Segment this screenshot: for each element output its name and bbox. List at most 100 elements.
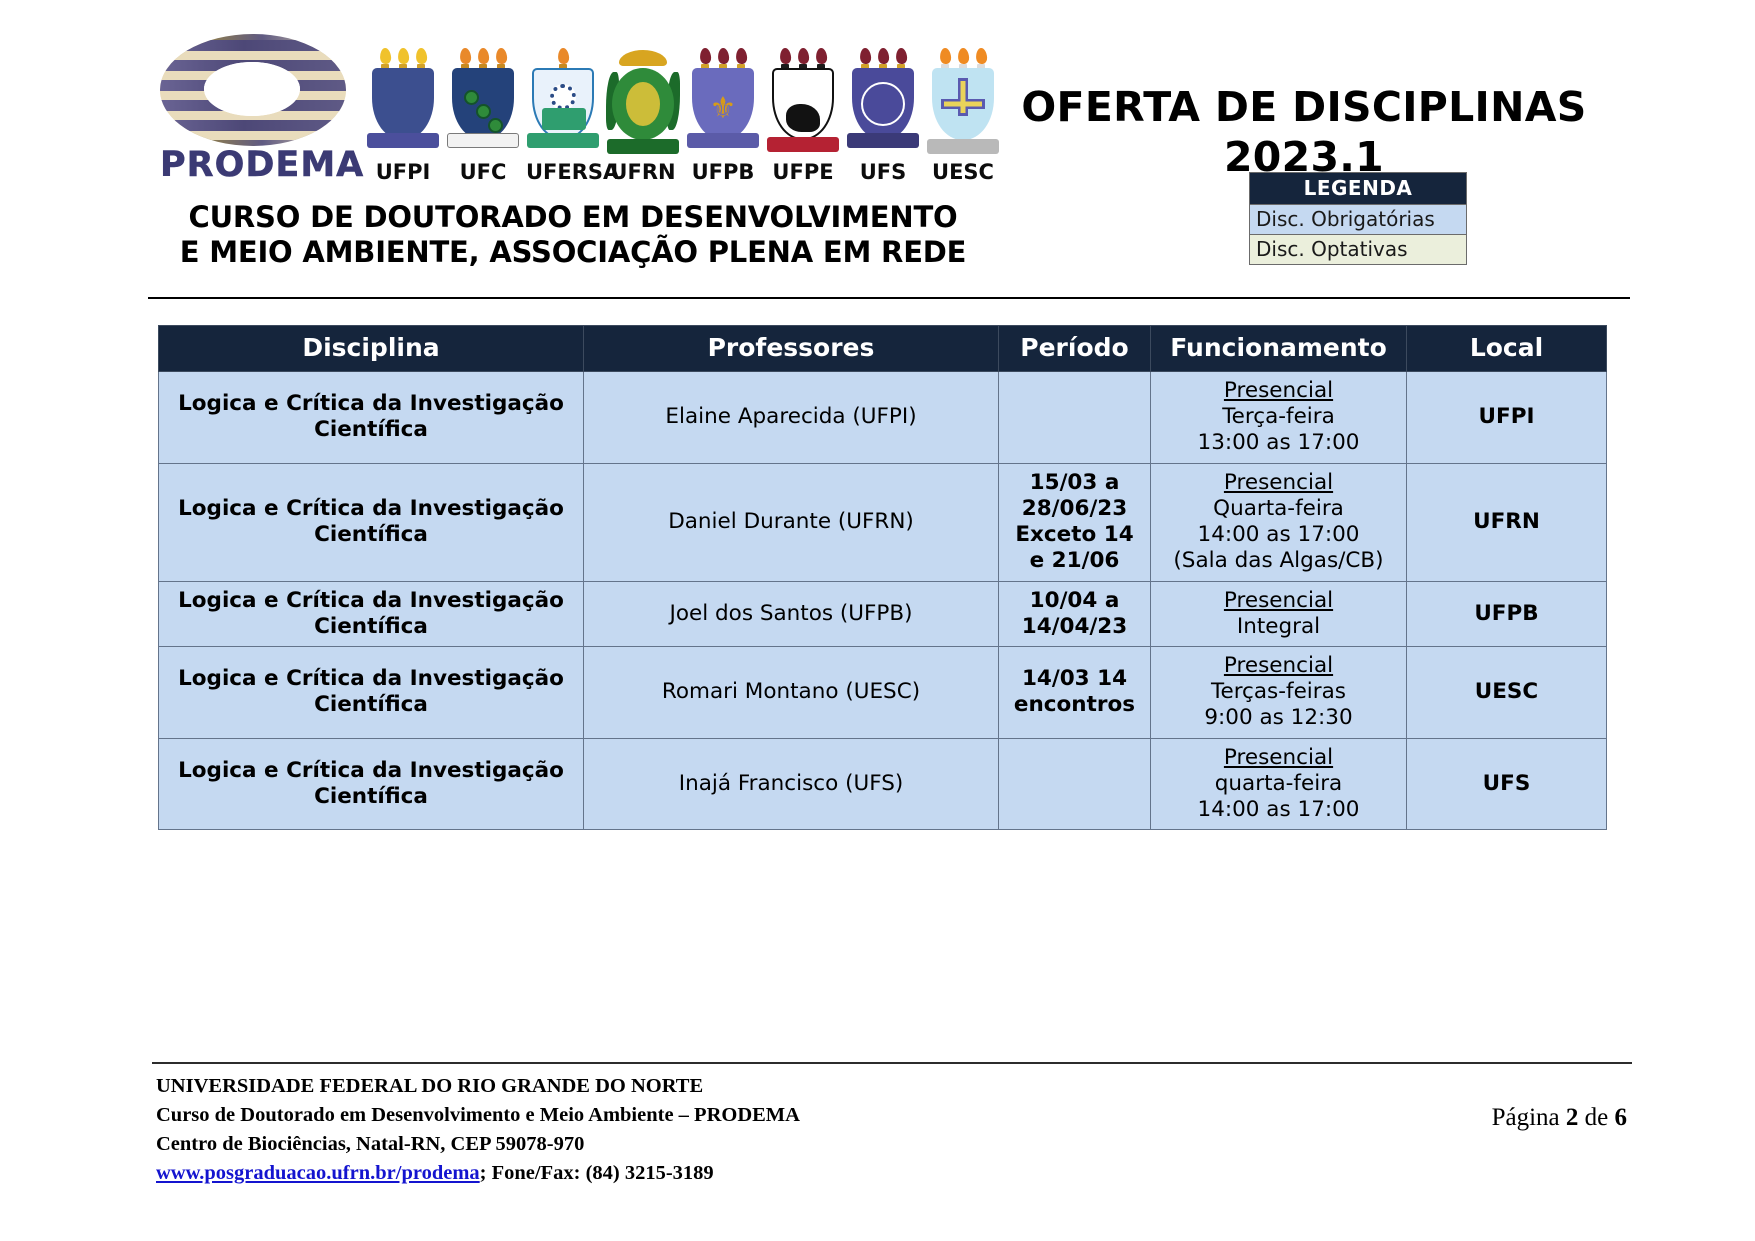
crest-ufs: UFS [846, 46, 920, 183]
cell-periodo [998, 371, 1151, 464]
legend-item-optativas: Disc. Optativas [1250, 234, 1466, 264]
course-subtitle: CURSO DE DOUTORADO EM DESENVOLVIMENTO E … [148, 200, 998, 271]
funcionamento-line: Terças-feiras [1210, 679, 1346, 705]
crest-label: UFPB [691, 160, 755, 184]
cell-local: UFPB [1406, 580, 1607, 647]
footer-divider [152, 1062, 1632, 1064]
funcionamento-mode: Presencial [1223, 378, 1334, 403]
footer-program: Curso de Doutorado em Desenvolvimento e … [156, 1104, 800, 1127]
table-header-row: Disciplina Professores Período Funcionam… [158, 325, 1607, 372]
cell-funcionamento: Presencial Terça-feira 13:00 as 17:00 [1150, 371, 1407, 464]
table-row: Logica e Crítica da Investigação Científ… [158, 462, 1607, 582]
cell-local: UFS [1406, 737, 1607, 831]
funcionamento-line: Quarta-feira [1213, 495, 1344, 521]
crest-ufpe: UFPE [766, 46, 840, 183]
table-row: Logica e Crítica da Investigação Científ… [158, 645, 1607, 739]
cell-disciplina: Logica e Crítica da Investigação Científ… [158, 645, 584, 739]
document-header: PRODEMA UFPI [148, 34, 1630, 269]
page-number: Página 2 de 6 [1492, 1104, 1627, 1132]
crest-ufc: UFC [446, 46, 520, 183]
crest-ufpb: ⚜ UFPB [686, 46, 760, 183]
cell-funcionamento: Presencial Terças-feiras 9:00 as 12:30 [1150, 645, 1407, 739]
cell-periodo: 10/04 a 14/04/23 [998, 580, 1151, 647]
ufpi-crest-icon [366, 46, 440, 164]
header-divider [148, 297, 1630, 299]
cell-periodo [998, 737, 1151, 831]
ufersa-crest-icon [526, 46, 600, 164]
cell-disciplina: Logica e Crítica da Investigação Científ… [158, 580, 584, 647]
funcionamento-line: Integral [1236, 613, 1321, 639]
ufpe-crest-icon [766, 46, 840, 164]
prodema-logo: PRODEMA [160, 34, 365, 185]
offer-table: Disciplina Professores Período Funcionam… [158, 325, 1607, 831]
funcionamento-line: (Sala das Algas/CB) [1173, 548, 1384, 574]
cell-local: UFPI [1406, 371, 1607, 464]
crest-ufpi: UFPI [366, 46, 440, 183]
page-number-current: 2 [1565, 1104, 1579, 1131]
column-header-local: Local [1406, 325, 1607, 372]
ufpb-crest-icon: ⚜ [686, 46, 760, 164]
ufrn-crest-icon [606, 46, 680, 164]
funcionamento-mode: Presencial [1223, 652, 1334, 678]
cell-professores: Elaine Aparecida (UFPI) [583, 371, 999, 464]
funcionamento-line: 9:00 as 12:30 [1204, 705, 1353, 731]
legend-box: LEGENDA Disc. Obrigatórias Disc. Optativ… [1249, 172, 1467, 265]
cell-funcionamento: Presencial Integral [1150, 580, 1407, 647]
funcionamento-line: Terça-feira [1222, 404, 1335, 430]
footer-phone: ; Fone/Fax: (84) 3215-3189 [479, 1162, 714, 1185]
cell-professores: Joel dos Santos (UFPB) [583, 580, 999, 647]
crest-label: UFPI [375, 160, 431, 184]
column-header-professores: Professores [583, 325, 999, 372]
cell-professores: Romari Montano (UESC) [583, 645, 999, 739]
cell-disciplina: Logica e Crítica da Investigação Científ… [158, 737, 584, 831]
column-header-funcionamento: Funcionamento [1150, 325, 1407, 372]
crest-label: UFRN [610, 160, 676, 184]
funcionamento-mode: Presencial [1223, 469, 1334, 495]
offer-table-wrapper: Disciplina Professores Período Funcionam… [158, 325, 1607, 831]
funcionamento-line: 14:00 as 17:00 [1197, 797, 1360, 823]
column-header-disciplina: Disciplina [158, 325, 584, 372]
cell-periodo: 14/03 14 encontros [998, 645, 1151, 739]
ufs-crest-icon [846, 46, 920, 164]
institution-logos-row: PRODEMA UFPI [160, 34, 1000, 183]
footer-contact-line: www.posgraduacao.ufrn.br/prodema; Fone/F… [156, 1159, 800, 1188]
crest-label: UESC [932, 160, 994, 184]
crest-ufersa: UFERSA [526, 46, 620, 184]
cell-local: UFRN [1406, 462, 1607, 582]
crest-label: UFC [459, 160, 507, 184]
crest-ufrn: UFRN [606, 46, 680, 183]
prodema-ellipse-center [204, 62, 300, 116]
table-row: Logica e Crítica da Investigação Científ… [158, 580, 1607, 647]
page-number-total: 6 [1614, 1104, 1628, 1131]
footer-website-link[interactable]: www.posgraduacao.ufrn.br/prodema [156, 1162, 480, 1185]
cell-periodo: 15/03 a 28/06/23 Exceto 14 e 21/06 [998, 462, 1151, 582]
funcionamento-mode: Presencial [1223, 744, 1334, 770]
funcionamento-line: 13:00 as 17:00 [1197, 430, 1360, 456]
page-title-line1: OFERTA DE DISCIPLINAS [1021, 83, 1587, 131]
funcionamento-line: quarta-feira [1214, 770, 1343, 796]
legend-title: LEGENDA [1250, 173, 1466, 204]
uesc-crest-icon [926, 46, 1000, 164]
prodema-ellipse-icon [160, 34, 346, 146]
funcionamento-line: 14:00 as 17:00 [1197, 522, 1360, 548]
page-number-prefix: Página [1491, 1104, 1560, 1131]
cell-local: UESC [1406, 645, 1607, 739]
cell-professores: Daniel Durante (UFRN) [583, 462, 999, 582]
legend-item-obrigatorias: Disc. Obrigatórias [1250, 204, 1466, 234]
crest-label: UFS [859, 160, 907, 184]
cell-funcionamento: Presencial quarta-feira 14:00 as 17:00 [1150, 737, 1407, 831]
crest-label: UFERSA [526, 160, 620, 184]
ufc-crest-icon [446, 46, 520, 164]
table-row: Logica e Crítica da Investigação Científ… [158, 737, 1607, 831]
page-title: OFERTA DE DISCIPLINAS 2023.1 [1004, 82, 1604, 182]
course-subtitle-line2: E MEIO AMBIENTE, ASSOCIAÇÃO PLENA EM RED… [179, 235, 967, 270]
table-row: Logica e Crítica da Investigação Científ… [158, 371, 1607, 464]
cell-funcionamento: Presencial Quarta-feira 14:00 as 17:00 (… [1150, 462, 1407, 582]
cell-professores: Inajá Francisco (UFS) [583, 737, 999, 831]
crest-label: UFPE [772, 160, 834, 184]
course-subtitle-line1: CURSO DE DOUTORADO EM DESENVOLVIMENTO [188, 200, 958, 234]
crest-uesc: UESC [926, 46, 1000, 183]
prodema-wordmark: PRODEMA [160, 145, 365, 185]
footer-university: UNIVERSIDADE FEDERAL DO RIO GRANDE DO NO… [156, 1075, 704, 1097]
